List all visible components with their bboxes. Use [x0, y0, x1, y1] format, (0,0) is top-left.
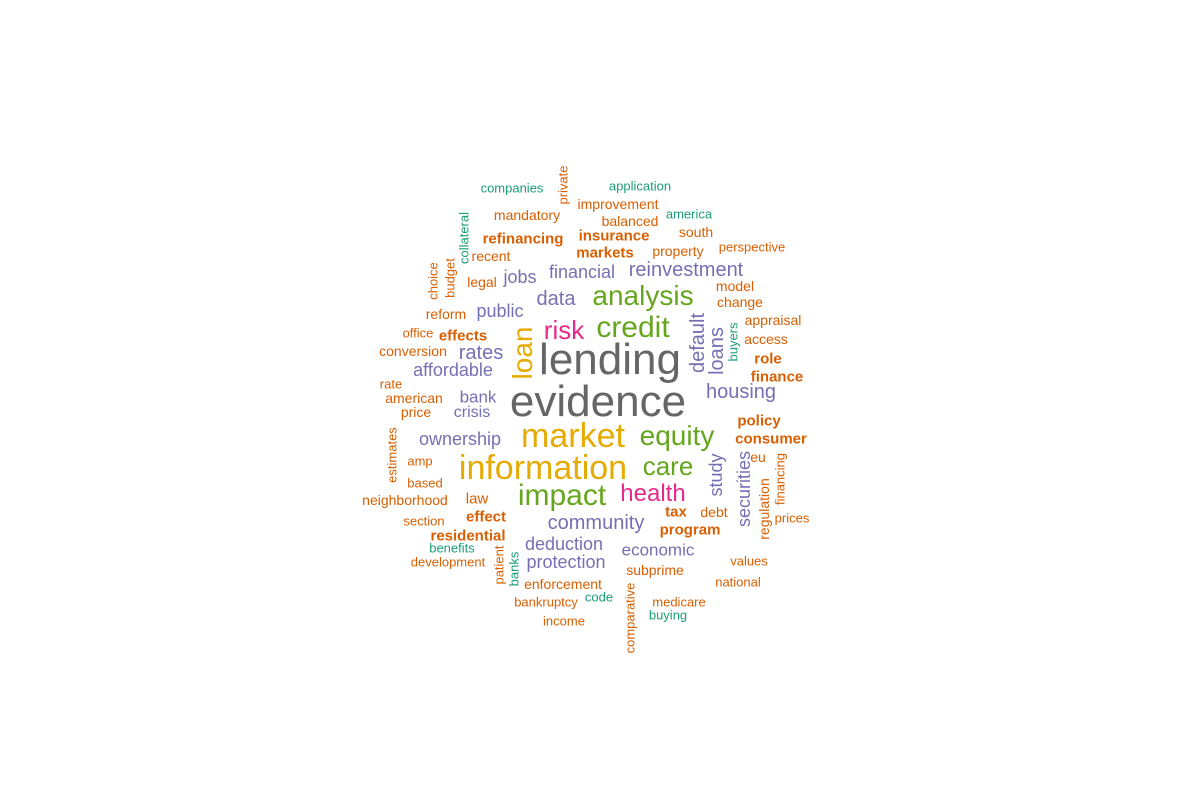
- word-community: community: [547, 512, 645, 534]
- word-economic: economic: [621, 540, 695, 560]
- word-tax: tax: [665, 503, 687, 521]
- word-data: data: [536, 288, 576, 310]
- word-finance: finance: [750, 368, 804, 386]
- word-reform: reform: [425, 306, 467, 322]
- word-reinvestment: reinvestment: [628, 259, 744, 281]
- word-section: section: [403, 513, 445, 529]
- word-role: role: [754, 350, 782, 368]
- word-appraisal: appraisal: [744, 312, 802, 328]
- word-information: information: [458, 449, 628, 487]
- word-loan: loan: [507, 326, 538, 380]
- word-protection: protection: [526, 552, 606, 572]
- word-improvement: improvement: [577, 196, 659, 212]
- word-america: america: [665, 206, 713, 222]
- word-credit: credit: [596, 311, 670, 344]
- word-bank: bank: [459, 387, 497, 407]
- word-estimates: estimates: [384, 427, 400, 483]
- word-companies: companies: [480, 180, 544, 196]
- word-collateral: collateral: [456, 211, 472, 265]
- word-based: based: [407, 475, 443, 491]
- word-benefits: benefits: [429, 540, 475, 556]
- word-effects: effects: [438, 327, 488, 345]
- word-private: private: [555, 165, 571, 205]
- word-enforcement: enforcement: [524, 576, 602, 592]
- word-care: care: [642, 451, 694, 481]
- word-price: price: [400, 404, 432, 420]
- word-buyers: buyers: [725, 322, 741, 362]
- word-program: program: [659, 521, 721, 539]
- word-eu: eu: [750, 449, 766, 465]
- word-analysis: analysis: [592, 280, 694, 311]
- word-refinancing: refinancing: [482, 230, 564, 248]
- word-application: application: [608, 178, 672, 194]
- word-code: code: [584, 589, 614, 605]
- word-mandatory: mandatory: [493, 207, 561, 223]
- word-legal: legal: [467, 274, 497, 290]
- word-impact: impact: [517, 479, 607, 512]
- word-rate: rate: [379, 376, 403, 392]
- word-banks: banks: [506, 551, 522, 587]
- word-market: market: [521, 417, 625, 455]
- word-financing: financing: [772, 452, 788, 506]
- word-south: south: [678, 224, 714, 240]
- word-law: law: [465, 490, 489, 508]
- word-equity: equity: [639, 420, 715, 451]
- word-default: default: [687, 312, 709, 374]
- word-neighborhood: neighborhood: [362, 492, 448, 508]
- word-medicare: medicare: [652, 594, 706, 610]
- word-ownership: ownership: [418, 429, 502, 449]
- word-consumer: consumer: [735, 430, 807, 448]
- word-change: change: [717, 294, 763, 310]
- word-debt: debt: [700, 504, 728, 520]
- word-bankruptcy: bankruptcy: [514, 594, 578, 610]
- word-financial: financial: [548, 262, 616, 282]
- word-buying: buying: [648, 607, 688, 623]
- word-prices: prices: [774, 510, 810, 526]
- word-national: national: [715, 574, 761, 590]
- word-risk: risk: [543, 315, 585, 345]
- word-study: study: [706, 453, 726, 497]
- word-property: property: [652, 243, 704, 259]
- word-loans: loans: [706, 327, 728, 375]
- word-perspective: perspective: [718, 239, 786, 255]
- word-office: office: [402, 325, 434, 341]
- word-values: values: [730, 553, 768, 569]
- word-effect: effect: [465, 508, 507, 526]
- word-model: model: [715, 278, 755, 294]
- word-regulation: regulation: [756, 478, 772, 540]
- word-comparative: comparative: [622, 582, 638, 654]
- word-choice: choice: [425, 262, 441, 300]
- word-rates: rates: [458, 342, 504, 364]
- word-conversion: conversion: [379, 343, 447, 359]
- word-jobs: jobs: [503, 267, 537, 287]
- word-public: public: [476, 301, 524, 321]
- word-access: access: [744, 331, 788, 347]
- word-housing: housing: [705, 381, 777, 403]
- word-deduction: deduction: [524, 534, 604, 554]
- word-recent: recent: [471, 248, 511, 264]
- word-development: development: [410, 554, 486, 570]
- word-lending: lending: [539, 335, 681, 384]
- word-balanced: balanced: [601, 213, 659, 229]
- word-health: health: [620, 480, 686, 507]
- word-crisis: crisis: [453, 404, 491, 421]
- word-policy: policy: [737, 412, 781, 430]
- word-evidence: evidence: [509, 377, 687, 426]
- word-income: income: [543, 613, 585, 629]
- word-markets: markets: [576, 244, 634, 262]
- word-amp: amp: [407, 453, 433, 469]
- word-insurance: insurance: [578, 227, 650, 245]
- word-patient: patient: [491, 545, 507, 585]
- word-affordable: affordable: [413, 360, 493, 380]
- word-budget: budget: [442, 258, 458, 298]
- word-american: american: [385, 390, 443, 406]
- word-residential: residential: [430, 527, 506, 545]
- word-subprime: subprime: [626, 562, 684, 578]
